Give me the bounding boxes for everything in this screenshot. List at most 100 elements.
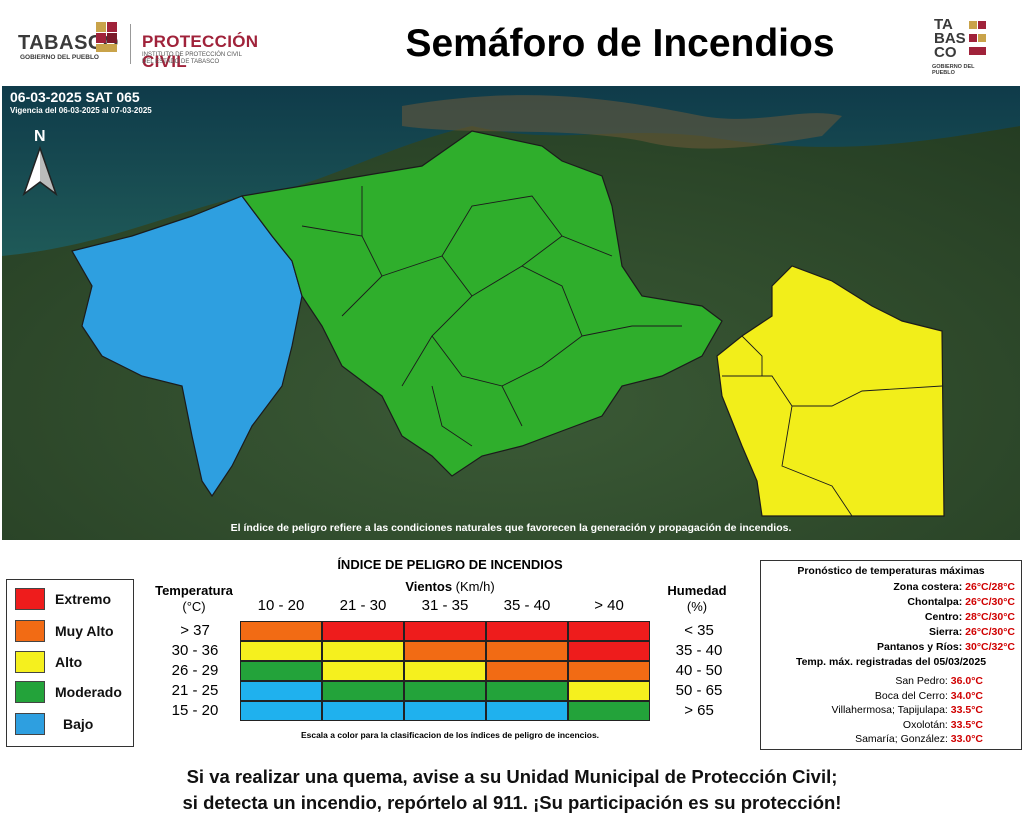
logo-right-subtitle: GOBIERNO DEL PUEBLO: [932, 64, 975, 76]
tabasco-logo: TABASCO GOBIERNO DEL PUEBLO PROTECCIÓN C…: [18, 14, 308, 71]
matrix-cell: [404, 621, 486, 641]
legend-label: Moderado: [55, 684, 122, 700]
legend-swatch: [15, 681, 45, 703]
wind-col-label: > 40: [594, 597, 624, 614]
bulletin-validity: Vigencia del 06-03-2025 al 07-03-2025: [10, 106, 152, 115]
forecast-region-value: 30°C/32°C: [965, 641, 1015, 653]
footer-line-2: si detecta un incendio, repórtelo al 911…: [182, 792, 842, 813]
recorded-title: Temp. máx. registradas del 05/03/2025: [795, 656, 987, 668]
legend-item-muy-alto: Muy Alto: [15, 620, 129, 642]
matrix-cell: [486, 621, 568, 641]
forecast-region-row: Pantanos y Ríos: 30°C/32°C: [761, 641, 1015, 653]
logo-right-line-3: CO: [934, 44, 957, 61]
forecast-region-name: Pantanos y Ríos:: [877, 641, 963, 653]
wind-header: Vientos (Km/h): [240, 579, 660, 594]
matrix-cell: [322, 701, 404, 721]
legend-label: Muy Alto: [55, 623, 114, 639]
humidity-header: Humedad: [667, 583, 727, 598]
tabasco-emblem-icon: [96, 22, 117, 52]
danger-legend: Extremo Muy Alto Alto Moderado Bajo: [6, 579, 134, 747]
recorded-station: Samaría; González:: [855, 733, 948, 745]
region-alto: [716, 265, 945, 517]
matrix-cell: [404, 641, 486, 661]
temp-header: Temperatura: [155, 583, 233, 598]
matrix-cell: [568, 621, 650, 641]
forecast-region-name: Centro:: [924, 611, 963, 623]
recorded-row: Boca del Cerro: 34.0°C: [761, 690, 983, 702]
tabasco-logo-right: TA BAS CO GOBIERNO DEL PUEBLO: [930, 16, 994, 76]
forecast-region-row: Chontalpa: 26°C/30°C: [761, 596, 1015, 608]
wind-header-label: Vientos: [405, 579, 453, 594]
forecast-region-name: Chontalpa:: [907, 596, 963, 608]
temp-row-label: 15 - 20: [171, 702, 219, 719]
legend-item-extremo: Extremo: [15, 588, 129, 610]
matrix-cell: [568, 701, 650, 721]
temp-unit: (°C): [182, 599, 206, 614]
legend-label: Bajo: [63, 716, 94, 732]
wind-col-label: 31 - 35: [421, 597, 469, 614]
temp-row-label: 26 - 29: [171, 662, 219, 679]
matrix-cell: [568, 681, 650, 701]
index-title: ÍNDICE DE PELIGRO DE INCENDIOS: [337, 557, 563, 572]
forecast-region-row: Centro: 28°C/30°C: [761, 611, 1015, 623]
legend-swatch: [15, 713, 45, 735]
matrix-cell: [240, 661, 322, 681]
wind-col-label: 35 - 40: [503, 597, 551, 614]
municipal-borders: [301, 186, 682, 447]
matrix-cell: [568, 661, 650, 681]
matrix-cell: [486, 661, 568, 681]
forecast-region-value: 28°C/30°C: [965, 611, 1015, 623]
matrix-cell: [322, 661, 404, 681]
logo-brand-subtitle: GOBIERNO DEL PUEBLO: [20, 54, 99, 61]
north-label: N: [34, 128, 46, 145]
wind-header-unit: (Km/h): [455, 579, 495, 594]
proteccion-civil-title: PROTECCIÓN CIVIL: [142, 32, 259, 71]
matrix-cell: [240, 641, 322, 661]
legend-swatch: [15, 588, 45, 610]
temp-row-label: 21 - 25: [171, 682, 219, 699]
matrix-cell: [486, 641, 568, 661]
matrix-cell: [486, 701, 568, 721]
north-arrow-icon: [22, 145, 58, 197]
sediment-plume: [402, 95, 842, 149]
fire-danger-map: [2, 86, 1020, 540]
recorded-value: 33.0°C: [950, 733, 983, 745]
alto-borders: [722, 335, 943, 517]
tabasco-emblem-right-icon: [969, 21, 986, 55]
matrix-cell: [486, 681, 568, 701]
recorded-row: Oxolotán: 33.5°C: [761, 719, 983, 731]
legend-swatch: [15, 620, 45, 642]
scale-note: Escala a color para la clasificacion de …: [300, 730, 600, 740]
matrix-cell: [240, 621, 322, 641]
forecast-box: Pronóstico de temperaturas máximas Zona …: [760, 560, 1022, 750]
matrix-cell: [322, 641, 404, 661]
matrix-cell: [404, 661, 486, 681]
recorded-value: 33.5°C: [950, 718, 983, 731]
forecast-region-name: Sierra:: [928, 626, 963, 638]
page-title: Semáforo de Incendios: [405, 22, 835, 65]
recorded-row: San Pedro: 36.0°C: [761, 675, 983, 687]
recorded-station: Boca del Cerro:: [874, 689, 948, 702]
legend-item-bajo: Bajo: [15, 713, 129, 735]
bulletin-date: 06-03-2025 SAT 065: [10, 89, 140, 105]
logo-right-line-1: TA: [934, 16, 953, 33]
logo-right-line-2: BAS: [934, 30, 966, 47]
proteccion-civil-subtitle: INSTITUTO DE PROTECCIÓN CIVIL DEL ESTADO…: [142, 52, 242, 66]
forecast-region-value: 26°C/30°C: [965, 626, 1015, 638]
pc-sub-line-2: DEL ESTADO DE TABASCO: [142, 59, 220, 65]
humidity-row-label: 35 - 40: [675, 642, 723, 659]
humidity-row-label: 50 - 65: [675, 682, 723, 699]
legend-label: Extremo: [55, 591, 112, 607]
recorded-station: Villahermosa; Tapijulapa:: [831, 704, 948, 716]
forecast-title: Pronóstico de temperaturas máximas: [797, 565, 985, 577]
forecast-region-name: Zona costera:: [893, 581, 963, 593]
forecast-region-row: Sierra: 26°C/30°C: [761, 626, 1015, 638]
legend-item-alto: Alto: [15, 651, 129, 673]
logo-divider: [130, 24, 131, 64]
recorded-station: San Pedro:: [895, 675, 948, 687]
forecast-region-value: 26°C/28°C: [965, 581, 1015, 593]
matrix-cell: [240, 681, 322, 701]
wind-col-label: 21 - 30: [339, 597, 387, 614]
recorded-row: Villahermosa; Tapijulapa: 33.5°C: [761, 704, 984, 716]
matrix-cell: [322, 621, 404, 641]
